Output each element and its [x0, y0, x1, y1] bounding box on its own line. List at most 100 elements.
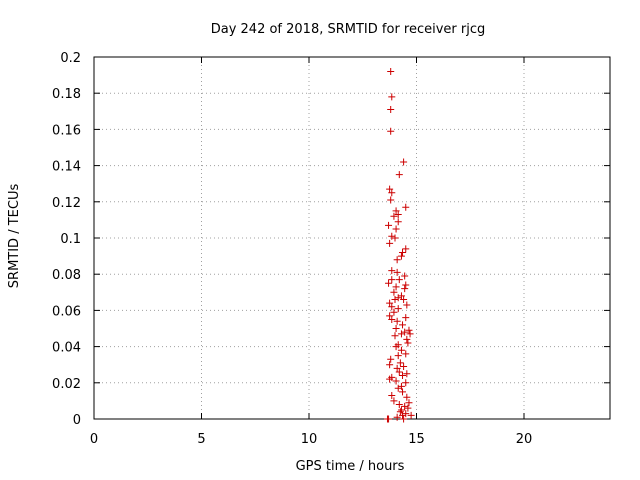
data-point — [386, 312, 394, 320]
x-tick-label: 10 — [301, 432, 318, 447]
y-tick-label: 0.02 — [52, 377, 81, 392]
data-point — [388, 232, 396, 240]
data-point — [386, 299, 394, 307]
data-point — [391, 234, 399, 242]
data-point — [392, 283, 400, 291]
data-point — [401, 285, 409, 293]
data-point — [394, 294, 402, 302]
data-point — [402, 245, 410, 253]
data-point — [390, 397, 398, 405]
data-point — [400, 415, 408, 423]
data-points — [383, 67, 415, 423]
data-point — [400, 158, 408, 166]
data-point — [385, 279, 393, 287]
data-point — [385, 221, 393, 229]
y-tick-label: 0.18 — [52, 87, 81, 102]
data-point — [400, 296, 408, 304]
data-point — [399, 248, 407, 256]
data-point — [394, 352, 402, 360]
data-point — [399, 321, 407, 329]
data-point — [399, 411, 407, 419]
data-point — [393, 364, 401, 372]
data-point — [395, 171, 403, 179]
data-point — [393, 268, 401, 276]
data-point — [387, 105, 395, 113]
data-point — [388, 276, 396, 284]
data-point — [402, 314, 410, 322]
x-tick-label: 20 — [516, 432, 533, 447]
data-point — [407, 411, 415, 419]
data-point — [401, 272, 409, 280]
y-tick-label: 0.08 — [52, 268, 81, 283]
data-point — [390, 308, 398, 316]
data-point — [393, 413, 401, 421]
data-point — [388, 391, 396, 399]
data-point — [401, 402, 409, 410]
data-point — [402, 410, 410, 418]
data-point — [394, 210, 402, 218]
data-point — [404, 339, 412, 347]
data-point — [393, 317, 401, 325]
data-point — [388, 189, 396, 197]
y-tick-label: 0.2 — [60, 51, 81, 66]
data-point — [403, 335, 411, 343]
data-point — [390, 288, 398, 296]
data-point — [391, 296, 399, 304]
data-point — [387, 127, 395, 135]
plot-frame — [93, 56, 611, 420]
data-point — [399, 388, 407, 396]
data-point — [392, 325, 400, 332]
data-point — [392, 343, 400, 351]
data-point — [400, 363, 408, 371]
data-point — [402, 379, 410, 387]
data-point — [393, 256, 401, 264]
data-point — [403, 393, 411, 401]
tick-labels: 0 0.02 0.04 0.06 0.08 0.1 0.12 0.14 0.16 0.18 0.2 0… — [52, 51, 532, 447]
data-point — [388, 303, 396, 311]
data-point — [397, 292, 405, 300]
data-point — [405, 399, 413, 407]
data-point — [402, 350, 410, 358]
data-point — [386, 361, 394, 369]
data-point — [396, 408, 404, 416]
data-point — [386, 239, 394, 247]
data-point — [397, 406, 405, 414]
data-point — [394, 384, 402, 392]
data-point — [386, 375, 394, 383]
data-point — [394, 305, 402, 313]
data-point — [395, 276, 403, 284]
y-tick-label: 0.14 — [52, 160, 81, 175]
data-point — [396, 359, 404, 367]
data-point — [397, 252, 405, 260]
data-point — [395, 401, 403, 409]
y-tick-label: 0.16 — [52, 123, 81, 138]
data-point — [397, 330, 405, 338]
y-tick-label: 0.04 — [52, 341, 81, 356]
data-point — [394, 218, 402, 226]
data-point — [392, 377, 400, 385]
data-point — [388, 267, 396, 275]
x-tick-label: 0 — [90, 432, 98, 447]
data-point — [403, 301, 411, 309]
data-point — [397, 346, 405, 354]
data-point — [387, 355, 395, 363]
data-point — [391, 332, 399, 340]
chart-title: Day 242 of 2018, SRMTID for receiver rjc… — [211, 22, 486, 37]
data-point — [392, 207, 400, 215]
x-tick-label: 15 — [408, 432, 425, 447]
data-point — [395, 368, 403, 376]
data-point — [405, 326, 413, 334]
y-tick-label: 0.1 — [60, 232, 81, 247]
data-point — [397, 382, 405, 390]
data-point — [403, 370, 411, 378]
data-point — [386, 185, 394, 193]
data-point — [401, 328, 409, 336]
data-point — [388, 93, 396, 101]
data-point — [402, 281, 410, 289]
y-tick-label: 0.12 — [52, 196, 81, 211]
data-point — [402, 203, 410, 211]
data-point — [385, 415, 393, 423]
y-tick-label: 0.06 — [52, 304, 81, 319]
